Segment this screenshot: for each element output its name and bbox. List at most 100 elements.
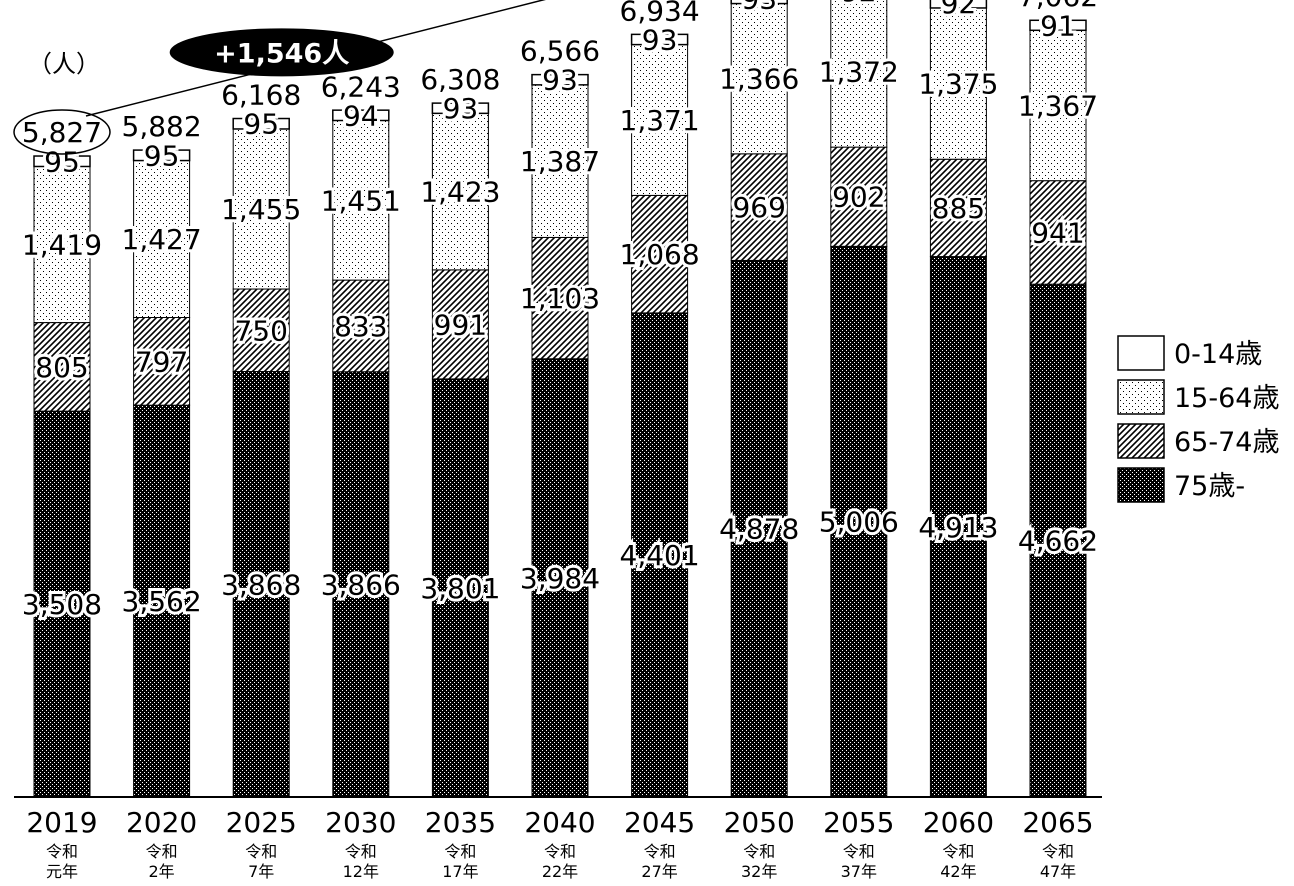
bar-15-64-2060 — [929, 7, 987, 160]
x-tick-label-2035: 2035 — [425, 806, 496, 839]
value-label-15-64-2055: 1,372 — [819, 56, 899, 89]
era-label-2019: 令和元年 — [46, 842, 78, 881]
value-label-0-14-2060: 92 — [941, 0, 977, 20]
value-label-65-74-2019: 805 — [35, 351, 88, 384]
x-tick-label-2019: 2019 — [26, 806, 97, 839]
value-label-65-74-2040: 1,103 — [520, 282, 600, 315]
value-label-65-74-2060: 885 — [932, 192, 985, 225]
bar-15-64-2040 — [531, 84, 589, 238]
value-label-15-64-2050: 1,366 — [719, 63, 799, 96]
legend-label-0-14: 0-14歳 — [1174, 339, 1262, 370]
era-label-2030: 令和 12年 — [343, 842, 379, 881]
bar-15-64-2065 — [1029, 29, 1087, 182]
value-label-0-14-2020: 95 — [144, 139, 180, 172]
x-tick-label-2020: 2020 — [126, 806, 197, 839]
bar-0-14-2019 — [33, 155, 91, 168]
bar-65-74-2025 — [232, 288, 290, 373]
total-label-2030: 6,243 — [321, 70, 401, 103]
bar-75-plus-2030 — [332, 371, 390, 798]
bar-65-74-2065 — [1029, 180, 1087, 285]
bar-75-plus-2035 — [431, 378, 489, 798]
value-label-15-64-2025: 1,455 — [221, 193, 301, 226]
growth-callout: +1,546人 — [85, 0, 546, 117]
value-label-0-14-2045: 93 — [642, 23, 678, 56]
total-label-2035: 6,308 — [420, 63, 500, 96]
x-tick-label-2060: 2060 — [923, 806, 994, 839]
bar-15-64-2045 — [631, 44, 689, 196]
era-label-2060: 令和 42年 — [940, 842, 976, 881]
bar-0-14-2020 — [132, 149, 191, 162]
x-tick-label-2050: 2050 — [724, 806, 795, 839]
bar-65-74-2045 — [631, 194, 689, 314]
value-label-65-74-2055: 902 — [832, 181, 885, 214]
legend-label-65-74: 65-74歳 — [1174, 427, 1279, 458]
growth-callout-text: +1,546人 — [214, 38, 349, 69]
bar-65-74-2055 — [830, 146, 888, 247]
value-label-65-74-2025: 750 — [234, 314, 287, 347]
value-label-65-74-2030: 833 — [334, 310, 387, 343]
value-label-75-plus-2055: 5,006 — [819, 506, 899, 539]
era-label-2040: 令和 22年 — [542, 842, 578, 881]
era-label-2020: 令和 2年 — [146, 842, 178, 881]
value-label-15-64-2040: 1,387 — [520, 145, 600, 178]
value-label-15-64-2035: 1,423 — [420, 176, 500, 209]
value-label-0-14-2065: 91 — [1040, 9, 1076, 42]
value-label-15-64-2019: 1,419 — [22, 229, 102, 262]
value-label-75-plus-2050: 4,878 — [719, 513, 799, 546]
legend-swatch-0-14 — [1117, 335, 1165, 371]
bar-0-14-2030 — [332, 109, 390, 122]
era-label-2045: 令和 27年 — [641, 842, 677, 881]
value-label-0-14-2019: 95 — [44, 145, 80, 178]
bar-0-14-2035 — [431, 102, 490, 115]
total-label-2045: 6,934 — [620, 0, 700, 27]
legend-label-15-64: 15-64歳 — [1174, 383, 1279, 414]
value-label-0-14-2025: 95 — [243, 108, 279, 141]
value-label-75-plus-2045: 4,401 — [620, 539, 700, 572]
value-label-65-74-2035: 991 — [434, 308, 487, 341]
legend-label-75-plus: 75歳- — [1174, 471, 1245, 502]
bar-75-plus-2040 — [531, 358, 589, 798]
bar-0-14-2050 — [730, 0, 788, 5]
bar-15-64-2035 — [431, 112, 489, 271]
bar-65-74-2040 — [531, 236, 589, 360]
value-label-75-plus-2030: 3,866 — [321, 568, 401, 601]
total-label-2025: 6,168 — [221, 79, 301, 112]
value-label-65-74-2050: 969 — [732, 191, 785, 224]
value-label-15-64-2060: 1,375 — [918, 68, 998, 101]
bar-0-14-2060 — [929, 0, 988, 9]
total-circle-2019 — [13, 109, 111, 155]
x-tick-label-2025: 2025 — [226, 806, 297, 839]
value-label-0-14-2030: 94 — [343, 99, 379, 132]
value-label-75-plus-2040: 3,984 — [520, 562, 600, 595]
bar-0-14-2040 — [531, 73, 589, 86]
bar-0-14-2045 — [630, 33, 689, 46]
value-label-0-14-2040: 93 — [542, 64, 578, 97]
legend-swatch-15-64 — [1117, 379, 1165, 415]
growth-arrow-line — [85, 0, 546, 117]
total-label-2040: 6,566 — [520, 35, 600, 68]
value-label-65-74-2065: 941 — [1031, 216, 1084, 249]
value-label-65-74-2045: 1,068 — [620, 238, 700, 271]
value-label-0-14-2035: 93 — [443, 92, 479, 125]
value-label-15-64-2045: 1,371 — [620, 104, 700, 137]
x-tick-label-2030: 2030 — [325, 806, 396, 839]
era-label-2050: 令和 32年 — [741, 842, 777, 881]
x-tick-label-2055: 2055 — [823, 806, 894, 839]
total-label-2019: 5,827 — [22, 116, 102, 149]
total-label-2020: 5,882 — [122, 110, 202, 143]
bars-layer — [33, 0, 1087, 798]
value-label-0-14-2055: 92 — [841, 0, 877, 8]
bar-75-plus-2019 — [33, 410, 91, 798]
bar-65-74-2020 — [133, 317, 191, 406]
bar-65-74-2050 — [730, 153, 788, 261]
era-label-2055: 令和 37年 — [841, 842, 877, 881]
value-label-15-64-2020: 1,427 — [122, 223, 202, 256]
x-tick-label-2040: 2040 — [524, 806, 595, 839]
legend-swatch-65-74 — [1117, 423, 1165, 459]
legend: 0-14歳 15-64歳 65-74歳 75歳- — [1117, 335, 1279, 503]
bar-65-74-2030 — [332, 279, 390, 373]
value-label-65-74-2020: 797 — [135, 345, 188, 378]
era-label-2025: 令和 7年 — [245, 842, 277, 881]
